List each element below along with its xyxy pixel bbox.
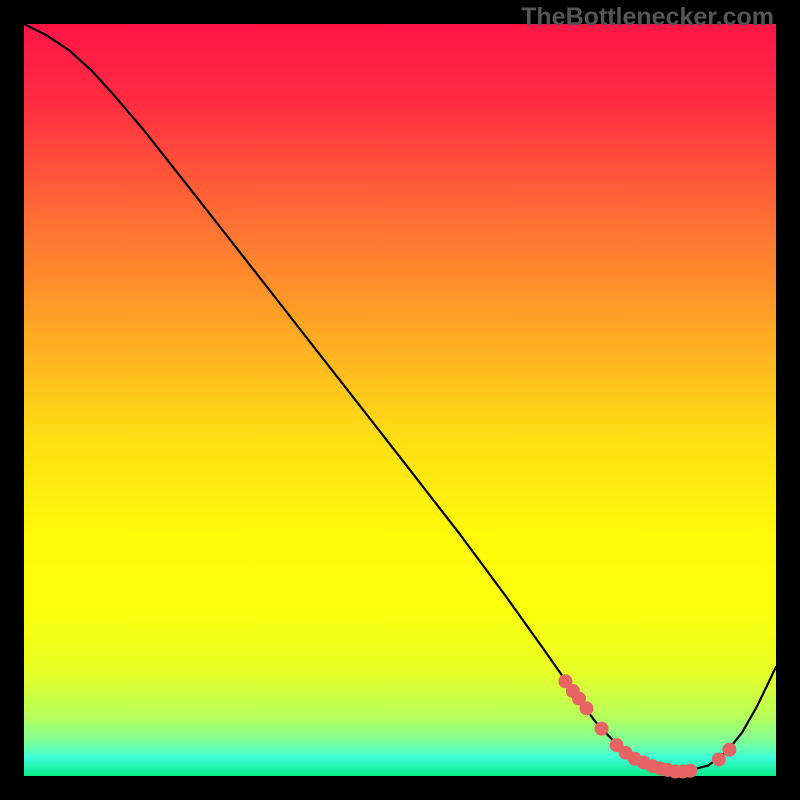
marker-dot [683,764,697,778]
watermark-text: TheBottlenecker.com [521,3,774,32]
plot-background [24,24,776,776]
chart-svg [0,0,800,800]
chart-frame: TheBottlenecker.com [0,0,800,800]
marker-dot [712,752,726,766]
marker-dot [722,743,736,757]
marker-dot [595,722,609,736]
marker-dot [580,701,594,715]
